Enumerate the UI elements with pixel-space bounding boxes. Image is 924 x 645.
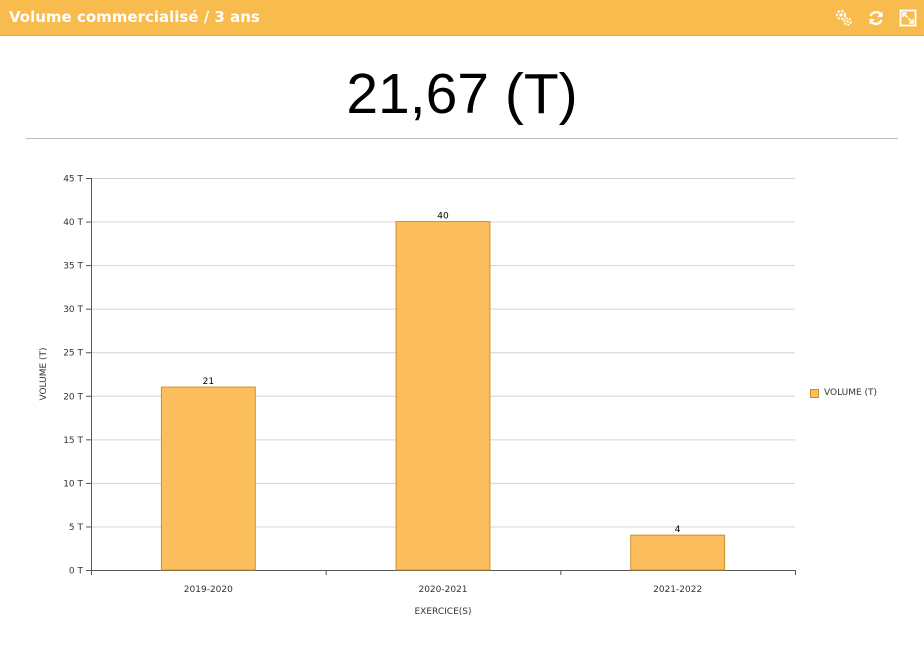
y-tick-label: 40 T — [63, 218, 83, 228]
x-axis-title: EXERCICE(S) — [415, 607, 472, 617]
bar-data-label: 4 — [675, 525, 681, 535]
y-tick-label: 5 T — [69, 523, 84, 533]
x-tick-label: 2020-2021 — [418, 585, 467, 595]
expand-icon[interactable] — [898, 8, 918, 28]
y-axis-title: VOLUME (T) — [39, 347, 49, 400]
kpi-value: 21,67 (T) — [346, 62, 578, 126]
y-tick-label: 10 T — [63, 479, 83, 489]
x-tick-label: 2019-2020 — [184, 585, 233, 595]
bar-data-label: 40 — [437, 212, 449, 222]
y-tick-label: 15 T — [63, 436, 83, 446]
y-tick-label: 35 T — [63, 262, 83, 272]
x-tick-label: 2021-2022 — [653, 585, 702, 595]
refresh-icon[interactable] — [866, 8, 886, 28]
bar — [395, 221, 491, 571]
bar-data-label: 21 — [203, 377, 214, 387]
y-tick-label: 45 T — [63, 175, 83, 185]
y-tick-label: 30 T — [63, 305, 83, 315]
bar — [630, 534, 726, 571]
chart-legend: VOLUME (T) — [810, 388, 877, 398]
kpi-divider — [26, 138, 898, 139]
widget-title: Volume commercialisé / 3 ans — [9, 8, 260, 26]
y-tick-label: 25 T — [63, 349, 83, 359]
header-toolbar — [834, 8, 918, 28]
legend-swatch — [810, 388, 819, 398]
y-tick-label: 0 T — [69, 567, 84, 577]
widget-header: Volume commercialisé / 3 ans — [0, 0, 924, 36]
bar — [160, 386, 256, 571]
settings-icon[interactable] — [834, 8, 854, 28]
legend-label: VOLUME (T) — [824, 388, 878, 398]
y-tick-label: 20 T — [63, 392, 83, 402]
